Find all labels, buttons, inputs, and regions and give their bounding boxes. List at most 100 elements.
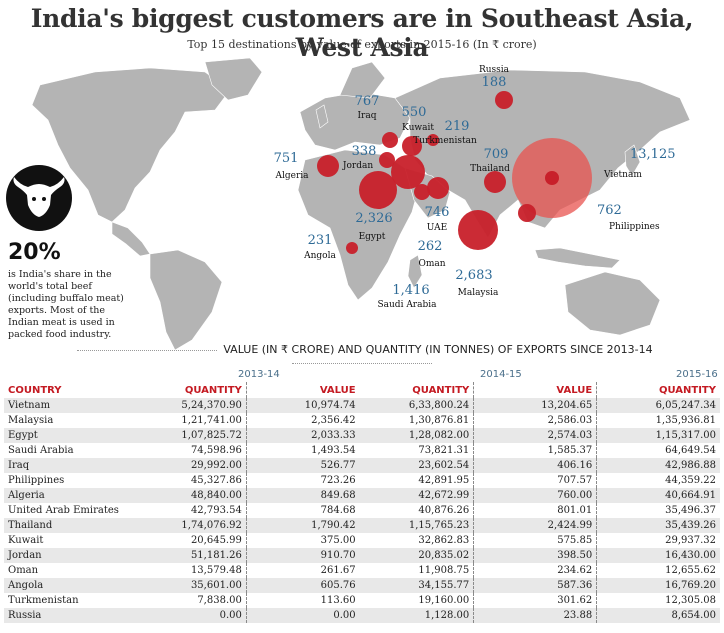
column-header-quantity-2014-15: QUANTITY [359, 382, 475, 398]
column-header-country: COUNTRY [8, 384, 62, 396]
table-cell-value: 16,769.20 [596, 578, 720, 593]
table-cell-value: 44,359.22 [665, 475, 716, 486]
table-cell-value: 113.60 [320, 595, 356, 606]
bubble-iraq [382, 132, 398, 148]
table-cell-value: 261.67 [320, 565, 356, 576]
table-cell-value: 1,790.42 [246, 518, 360, 533]
column-header-value-2014-15: VALUE [473, 382, 598, 398]
table-cell-value: 1,128.00 [359, 608, 475, 623]
table-cell-country: Iraq [4, 458, 156, 473]
exports-table: COUNTRY QUANTITY VALUE QUANTITY VALUE QU… [4, 382, 720, 623]
country-label-uae: UAE [427, 223, 447, 233]
table-cell-value: 1,28,082.00 [359, 428, 475, 443]
value-label-russia: 188 [482, 75, 507, 90]
bubble-russia [495, 91, 513, 109]
madagascar-landmass [407, 254, 423, 289]
table-cell-country: Kuwait [8, 535, 44, 546]
table-row: Saudi Arabia 74,598.96 1,493.54 73,821.31 1,… [4, 443, 720, 458]
table-cell-value: 42,672.99 [359, 488, 475, 503]
greenland-landmass [204, 57, 263, 101]
table-row: Turkmenistan 7,838.00 113.60 19,160.00 301.6… [4, 593, 720, 608]
table-cell-value: 6,05,247.34 [596, 398, 720, 413]
value-label-malaysia: 2,683 [455, 268, 492, 283]
table-cell-country: Angola [4, 578, 156, 593]
uk-landmass [315, 104, 329, 129]
table-cell-value: 7,838.00 [155, 593, 247, 608]
year-label-2013-14: 2013-14 [238, 369, 280, 380]
table-cell-value: 35,439.26 [596, 518, 720, 533]
table-cell-value: 1,15,765.23 [359, 518, 475, 533]
table-cell-value: 20,645.99 [155, 533, 247, 548]
table-cell-value: 2,356.42 [311, 415, 356, 426]
table-cell-value: 0.00 [246, 608, 360, 623]
table-cell-value: 73,821.31 [359, 443, 475, 458]
table-cell-country: Jordan [4, 548, 156, 563]
table-row: Oman 13,579.48 261.67 11,908.75 234.62 12,655… [4, 563, 720, 578]
table-cell-value: 301.62 [473, 593, 598, 608]
table-cell-value: 849.68 [246, 488, 360, 503]
table-cell-value: 35,496.37 [665, 505, 716, 516]
table-cell-value: 11,908.75 [359, 563, 475, 578]
table-cell-value: 1,35,936.81 [655, 415, 716, 426]
table-cell-value: 1,15,317.00 [596, 428, 720, 443]
table-cell-value: 575.85 [473, 533, 598, 548]
table-row: Egypt 1,07,825.72 2,033.33 1,28,082.00 2,574… [4, 428, 720, 443]
bubble-malaysia [458, 210, 498, 250]
table-cell-value: 801.01 [473, 503, 598, 518]
table-cell-value: 16,430.00 [596, 548, 720, 563]
table-cell-value: 1,74,076.92 [155, 518, 247, 533]
table-cell-country: Turkmenistan [8, 595, 79, 606]
table-cell-country: Algeria [4, 488, 156, 503]
table-cell-value: 23.88 [473, 608, 598, 623]
table-cell-value: 64,649.54 [665, 445, 716, 456]
table-cell-value: 74,598.96 [155, 443, 247, 458]
table-cell-value: 23,602.54 [359, 458, 475, 473]
value-label-philippines: 762 [597, 203, 622, 218]
table-cell-value: 2,424.99 [473, 518, 598, 533]
bubble-philippines [518, 204, 536, 222]
table-cell-value: 2,586.03 [473, 413, 598, 428]
table-row: Vietnam 5,24,370.90 10,974.74 6,33,800.24 13… [4, 398, 720, 413]
table-cell-value: 910.70 [246, 548, 360, 563]
table-cell-value: 45,327.86 [155, 473, 247, 488]
country-label-iraq: Iraq [358, 111, 377, 121]
value-label-jordan: 338 [352, 144, 377, 159]
table-cell-value: 48,840.00 [155, 488, 247, 503]
beef-share-description: is India's share in the world's total be… [8, 269, 124, 340]
table-cell-country: Egypt [4, 428, 156, 443]
bubble-algeria [317, 155, 339, 177]
table-cell-value: 1,07,825.72 [155, 428, 247, 443]
table-row: Iraq 29,992.00 526.77 23,602.54 406.16 42,986… [4, 458, 720, 473]
country-label-jordan: Jordan [342, 161, 373, 171]
table-cell-country: Malaysia [8, 415, 54, 426]
table-cell-value: 34,155.77 [359, 578, 475, 593]
table-row: Philippines 45,327.86 723.26 42,891.95 707.5… [4, 473, 720, 488]
value-label-algeria: 751 [274, 151, 299, 166]
table-cell-value: 42,891.95 [359, 473, 475, 488]
table-cell-country: Philippines [8, 475, 65, 486]
table-cell-country: Thailand [4, 518, 156, 533]
table-cell-value: 20,835.02 [359, 548, 475, 563]
year-label-2015-16: 2015-16 [676, 369, 718, 380]
country-label-vietnam: Vietnam [603, 170, 642, 180]
country-label-algeria: Algeria [274, 171, 309, 181]
table-cell-value: 784.68 [320, 505, 356, 516]
page-title: India's biggest customers are in Southea… [30, 4, 694, 62]
table-row: Jordan 51,181.26 910.70 20,835.02 398.50 16,4… [4, 548, 720, 563]
table-cell-value: 8,654.00 [596, 608, 720, 623]
table-row: Thailand 1,74,076.92 1,790.42 1,15,765.23 2,… [4, 518, 720, 533]
value-label-angola: 231 [308, 233, 333, 248]
table-cell-value: 2,033.33 [246, 428, 360, 443]
bubble-thailand [484, 171, 506, 193]
table-cell-value: 1,493.54 [311, 445, 356, 456]
table-cell-value: 1,585.37 [473, 443, 598, 458]
table-cell-value: 29,937.32 [665, 535, 716, 546]
country-label-philippines: Philippines [609, 222, 660, 232]
country-label-thailand: Thailand [470, 164, 510, 174]
bubble-oman [414, 184, 430, 200]
column-header-quantity-2015-16: QUANTITY [658, 384, 716, 396]
bubble-saudi-arabia [391, 155, 425, 189]
table-cell-country: United Arab Emirates [8, 505, 119, 516]
